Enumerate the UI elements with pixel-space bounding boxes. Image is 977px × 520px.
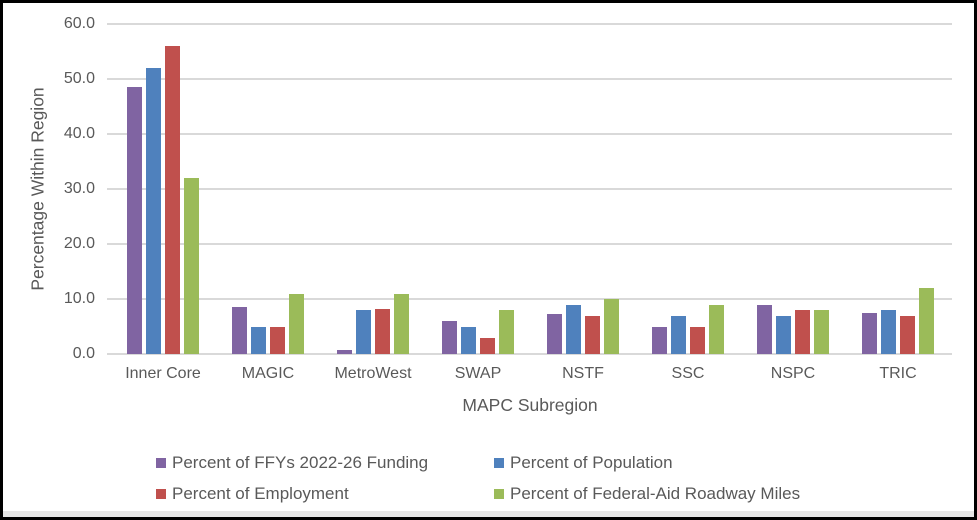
category-label: NSTF	[562, 365, 604, 382]
category-label: NSPC	[770, 365, 816, 382]
bar	[251, 326, 266, 354]
bar	[604, 299, 619, 354]
x-axis-title: MAPC Subregion	[462, 395, 598, 415]
bar	[270, 326, 285, 354]
bar	[499, 310, 514, 354]
legend-label: Percent of FFYs 2022-26 Funding	[172, 453, 429, 472]
legend-item: Percent of Federal-Aid Roadway Miles	[494, 485, 800, 503]
bar	[165, 46, 180, 354]
y-tick-label: 0.0	[72, 345, 95, 362]
gridline	[107, 243, 952, 245]
y-tick-label: 20.0	[63, 235, 95, 252]
gridline	[107, 23, 952, 25]
bar	[862, 313, 877, 354]
bar	[184, 178, 199, 354]
bar	[709, 304, 724, 354]
category-label: SWAP	[454, 365, 502, 382]
bar	[127, 87, 142, 354]
legend-label: Percent of Employment	[172, 484, 349, 503]
bar	[671, 315, 686, 354]
category-label: TRIC	[879, 365, 917, 382]
bar	[442, 321, 457, 354]
category-label: SSC	[671, 365, 705, 382]
bar	[690, 326, 705, 354]
bar	[919, 288, 934, 354]
gridline	[107, 298, 952, 300]
bar	[795, 310, 810, 354]
footer-strip	[0, 511, 977, 517]
bar	[547, 314, 562, 354]
bar	[146, 68, 161, 354]
bar	[480, 337, 495, 354]
bar	[232, 307, 247, 354]
bar	[394, 293, 409, 354]
legend-swatch-icon	[494, 458, 504, 468]
bar	[757, 304, 772, 354]
bar	[900, 315, 915, 354]
bar	[585, 315, 600, 354]
bar	[375, 308, 390, 354]
y-tick-label: 40.0	[63, 125, 95, 142]
bar	[289, 293, 304, 354]
y-tick-label: 30.0	[63, 180, 95, 197]
category-label: MAGIC	[241, 365, 295, 382]
bar	[566, 304, 581, 354]
legend-swatch-icon	[156, 489, 166, 499]
bar	[776, 315, 791, 354]
bar	[814, 310, 829, 354]
bar	[461, 326, 476, 354]
legend-item: Percent of Population	[494, 454, 673, 472]
bar	[652, 326, 667, 354]
legend-label: Percent of Population	[510, 453, 673, 472]
category-label: Inner Core	[125, 365, 201, 382]
y-tick-label: 50.0	[63, 70, 95, 87]
y-tick-label: 10.0	[63, 290, 95, 307]
category-label: MetroWest	[334, 365, 412, 382]
gridline	[107, 133, 952, 135]
bar	[881, 310, 896, 354]
gridline	[107, 353, 952, 355]
y-tick-label: 60.0	[63, 15, 95, 32]
legend-swatch-icon	[156, 458, 166, 468]
legend-item: Percent of FFYs 2022-26 Funding	[156, 454, 428, 472]
bar	[356, 310, 371, 354]
legend-swatch-icon	[494, 489, 504, 499]
gridline	[107, 188, 952, 190]
legend-item: Percent of Employment	[156, 485, 349, 503]
bar	[337, 350, 352, 354]
gridline	[107, 78, 952, 80]
legend-label: Percent of Federal-Aid Roadway Miles	[510, 484, 801, 503]
